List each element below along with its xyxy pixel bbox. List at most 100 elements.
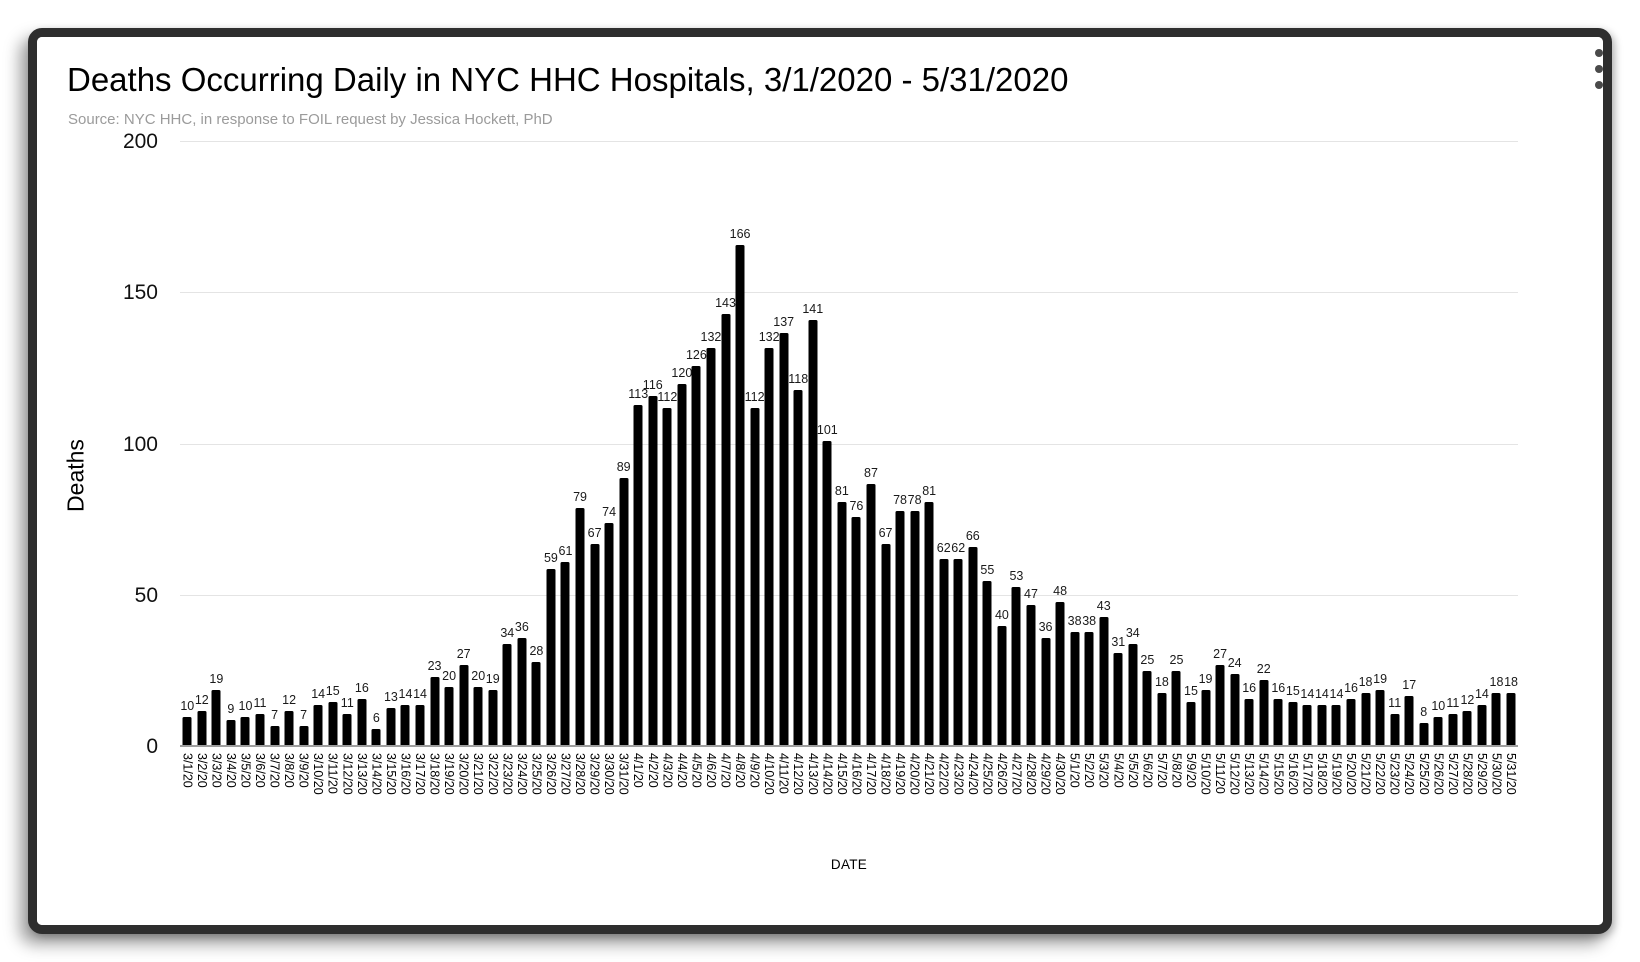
bar	[982, 580, 992, 747]
gridline	[180, 141, 1518, 142]
bar	[1055, 601, 1065, 747]
x-tick-label: 3/25/20	[529, 753, 544, 795]
bar	[735, 244, 745, 747]
bar	[1099, 616, 1109, 747]
bar-slot: 14 3/16/20	[398, 142, 413, 795]
bar	[1142, 671, 1152, 747]
bar	[444, 686, 454, 747]
x-tick-label: 5/14/20	[1256, 753, 1271, 795]
bar	[1230, 674, 1240, 747]
bar	[895, 511, 905, 747]
y-tick-label: 0	[146, 735, 158, 758]
bar-slot: 116 4/2/20	[642, 142, 663, 788]
bar-slot: 81 4/21/20	[922, 142, 937, 795]
bar	[1375, 689, 1385, 747]
bar	[604, 523, 614, 747]
bar	[1477, 704, 1487, 747]
bar-slot: 19 5/10/20	[1198, 142, 1213, 795]
bar-value-label: 17	[1402, 677, 1417, 692]
bar-value-label: 12	[1460, 692, 1475, 707]
bar-value-label: 28	[529, 644, 544, 659]
bar-value-label: 16	[354, 680, 369, 695]
x-tick-label: 4/3/20	[660, 753, 675, 788]
x-tick-label: 5/29/20	[1474, 753, 1489, 795]
bar-slot: 66 4/24/20	[966, 142, 981, 794]
bar	[1390, 713, 1400, 747]
overflow-menu-icon[interactable]	[1590, 49, 1603, 101]
bar-slot: 27 3/20/20	[456, 142, 471, 794]
bar-slot: 40 4/26/20	[995, 142, 1010, 795]
bar	[1244, 698, 1254, 747]
y-tick-label: 100	[122, 432, 158, 456]
x-tick-label: 5/18/20	[1314, 753, 1329, 795]
bar-slot: 23 3/18/20	[427, 142, 442, 794]
x-tick-label: 3/1/20	[180, 753, 195, 788]
bar	[1157, 692, 1167, 747]
x-tick-label: 3/9/20	[296, 753, 311, 788]
x-tick-label: 5/2/20	[1082, 753, 1097, 788]
bar	[342, 713, 352, 747]
bar-value-label: 67	[878, 526, 893, 541]
bar	[881, 544, 891, 747]
bar-slot: 8 5/25/20	[1416, 142, 1431, 795]
x-tick-label: 4/10/20	[762, 753, 777, 795]
bar-value-label: 19	[209, 671, 224, 686]
bar	[779, 332, 789, 747]
bar-slot: 14 3/17/20	[413, 142, 428, 795]
bar-slot: 10 5/26/20	[1431, 142, 1446, 795]
x-tick-label: 5/31/20	[1504, 753, 1519, 795]
bar-slot: 16 3/13/20	[354, 142, 370, 795]
bar	[822, 441, 832, 747]
y-tick-label: 200	[122, 130, 158, 153]
bar	[328, 701, 338, 747]
x-tick-label: 4/29/20	[1038, 753, 1053, 795]
bar-value-label: 8	[1420, 704, 1428, 719]
bar-value-label: 34	[1125, 626, 1140, 641]
bar-slot: 24 5/12/20	[1227, 142, 1242, 794]
kebab-dot	[1595, 81, 1603, 89]
x-tick-label: 3/29/20	[587, 753, 602, 795]
bar-value-label: 116	[642, 378, 663, 393]
gridline	[180, 292, 1518, 294]
bar-value-label: 143	[715, 296, 736, 311]
bar-slot: 141 4/13/20	[802, 142, 823, 794]
x-tick-label: 5/1/20	[1067, 753, 1082, 788]
x-tick-label: 3/15/20	[383, 753, 398, 795]
bar	[866, 483, 876, 747]
x-tick-label: 3/28/20	[573, 753, 588, 795]
x-tick-label: 4/22/20	[936, 753, 951, 795]
x-tick-label: 4/30/20	[1053, 753, 1068, 795]
x-tick-label: 5/15/20	[1271, 753, 1286, 795]
bar	[1041, 638, 1051, 747]
bar-value-label: 112	[744, 390, 765, 405]
bar-slot: 14 5/18/20	[1315, 142, 1330, 795]
bar-slot: 16 5/13/20	[1242, 142, 1257, 795]
chart-window-frame: Deaths Occurring Daily in NYC HHC Hospit…	[28, 28, 1612, 934]
bar-slot: 11 3/12/20	[340, 142, 355, 795]
bar-value-label: 19	[1373, 671, 1388, 686]
x-tick-label: 4/20/20	[907, 753, 922, 795]
bar-value-label: 132	[700, 329, 722, 344]
bar-slot: 18 5/21/20	[1358, 142, 1373, 795]
bar-slot: 61 3/27/20	[558, 142, 573, 794]
x-tick-label: 4/16/20	[849, 753, 864, 795]
bar-value-label: 43	[1096, 598, 1111, 613]
bar	[851, 517, 861, 747]
x-tick-label: 3/18/20	[427, 753, 442, 795]
x-tick-label: 4/24/20	[965, 753, 980, 795]
bar-slot: 10 3/1/20	[180, 142, 195, 788]
x-tick-label: 3/12/20	[340, 753, 355, 795]
kebab-dot	[1595, 49, 1603, 57]
x-tick-label: 4/17/20	[863, 753, 878, 795]
x-tick-label: 3/3/20	[209, 753, 224, 788]
bar-slot: 112 4/9/20	[744, 142, 765, 788]
bar-value-label: 137	[773, 314, 795, 329]
bar-slot: 62 4/23/20	[951, 142, 966, 794]
bar	[1201, 689, 1211, 747]
bar	[270, 725, 280, 747]
bar-value-label: 14	[413, 686, 427, 701]
bar-slot: 132 4/10/20	[759, 142, 780, 795]
bar-slot: 76 4/16/20	[849, 142, 864, 795]
bar-slot: 19 5/22/20	[1373, 142, 1388, 795]
x-tick-label: 3/21/20	[471, 753, 486, 795]
